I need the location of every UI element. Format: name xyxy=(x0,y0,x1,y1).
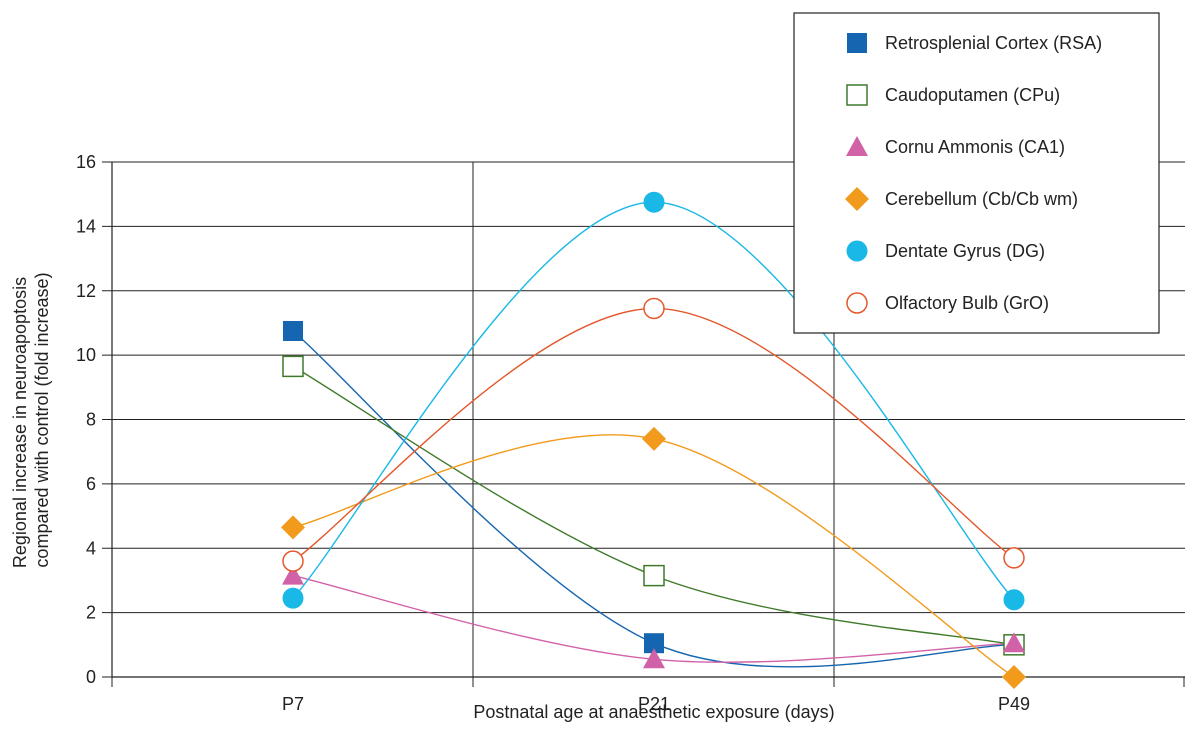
legend-label: Caudoputamen (CPu) xyxy=(885,85,1060,105)
data-point xyxy=(643,191,665,213)
legend-label: Olfactory Bulb (GrO) xyxy=(885,293,1049,313)
x-tick-label: P21 xyxy=(638,694,670,714)
data-point xyxy=(1002,665,1026,689)
legend-marker xyxy=(846,84,868,106)
legend-label: Dentate Gyrus (DG) xyxy=(885,241,1045,261)
data-point xyxy=(644,633,664,654)
legend-marker xyxy=(847,33,867,53)
x-tick-label: P7 xyxy=(282,694,304,714)
y-tick-label: 0 xyxy=(86,667,96,687)
data-point xyxy=(643,564,665,587)
data-point xyxy=(282,587,304,609)
data-point xyxy=(282,550,304,572)
legend-marker xyxy=(846,292,868,314)
x-tick-label: P49 xyxy=(998,694,1030,714)
data-point xyxy=(642,426,666,451)
tick-labels: 0 2 4 6 8 10 12 14 16 P7 P21 P49 xyxy=(76,152,1030,714)
y-axis-title-line-1: Regional increase in neuroapoptosis xyxy=(10,277,30,568)
data-point xyxy=(643,648,665,669)
data-point xyxy=(1003,547,1025,569)
y-tick-label: 4 xyxy=(86,538,96,558)
legend-marker xyxy=(846,136,868,156)
series-markers xyxy=(281,191,1026,689)
legend-label: Retrosplenial Cortex (RSA) xyxy=(885,33,1102,53)
legend-box xyxy=(793,12,1160,334)
y-axis-title: Regional increase in neuroapoptosis comp… xyxy=(10,272,52,568)
data-point xyxy=(1003,589,1025,611)
legend-marker xyxy=(846,240,868,262)
legend-label: Cornu Ammonis (CA1) xyxy=(885,137,1065,157)
y-tick-label: 10 xyxy=(76,345,96,365)
data-point xyxy=(282,355,304,378)
y-tick-label: 16 xyxy=(76,152,96,172)
series-line xyxy=(292,365,1015,646)
y-axis-title-line-2: compared with control (fold increase) xyxy=(32,272,52,567)
data-point xyxy=(282,564,304,585)
x-axis-title: Postnatal age at anaesthetic exposure (d… xyxy=(473,702,834,722)
legend: Retrosplenial Cortex (RSA) Caudoputamen (… xyxy=(793,12,1160,334)
y-tick-label: 12 xyxy=(76,281,96,301)
legend-marker xyxy=(845,187,869,211)
data-point xyxy=(643,297,665,320)
data-point xyxy=(281,515,305,540)
y-tick-label: 8 xyxy=(86,410,96,430)
y-tick-label: 2 xyxy=(86,603,96,623)
grid xyxy=(112,161,1185,677)
data-point xyxy=(1003,632,1025,653)
y-tick-label: 14 xyxy=(76,216,96,236)
series-line xyxy=(292,330,1015,668)
legend-label: Cerebellum (Cb/Cb wm) xyxy=(885,189,1078,209)
y-tick-label: 6 xyxy=(86,474,96,494)
data-point xyxy=(283,320,303,341)
